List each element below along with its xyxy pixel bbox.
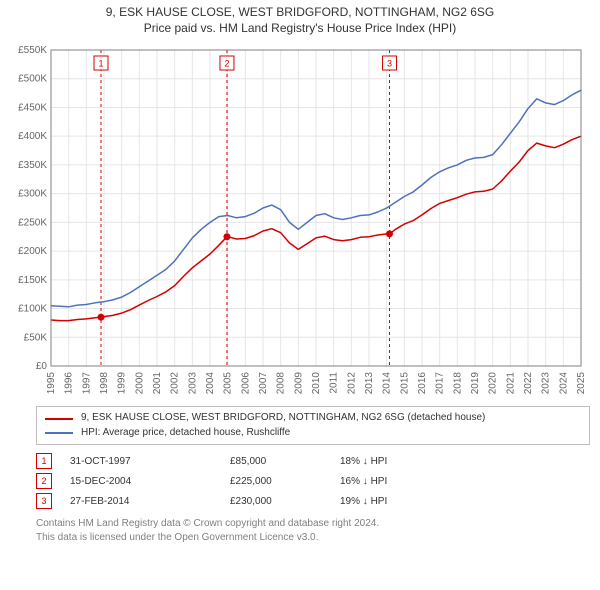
svg-text:2023: 2023	[541, 372, 552, 395]
svg-text:2017: 2017	[435, 372, 446, 395]
svg-text:2002: 2002	[170, 372, 181, 395]
svg-text:2006: 2006	[240, 372, 251, 395]
svg-text:2010: 2010	[311, 372, 322, 395]
svg-text:2007: 2007	[258, 372, 269, 395]
svg-text:2001: 2001	[152, 372, 163, 395]
title-sub: Price paid vs. HM Land Registry's House …	[0, 20, 600, 36]
event-marker-icon: 2	[36, 473, 52, 489]
svg-text:1999: 1999	[117, 372, 128, 395]
legend-label: 9, ESK HAUSE CLOSE, WEST BRIDGFORD, NOTT…	[81, 411, 485, 426]
svg-text:£50K: £50K	[24, 333, 48, 344]
svg-text:2021: 2021	[505, 372, 516, 395]
svg-text:2013: 2013	[364, 372, 375, 395]
footer-line: Contains HM Land Registry data © Crown c…	[36, 517, 590, 531]
event-marker-icon: 3	[36, 493, 52, 509]
svg-text:1996: 1996	[64, 372, 75, 395]
svg-text:2024: 2024	[558, 372, 569, 395]
title-block: 9, ESK HAUSE CLOSE, WEST BRIDGFORD, NOTT…	[0, 0, 600, 36]
event-vs-hpi: 19% ↓ HPI	[340, 496, 387, 507]
svg-text:1998: 1998	[99, 372, 110, 395]
root: 9, ESK HAUSE CLOSE, WEST BRIDGFORD, NOTT…	[0, 0, 600, 544]
legend-item: HPI: Average price, detached house, Rush…	[45, 426, 581, 441]
legend-label: HPI: Average price, detached house, Rush…	[81, 426, 290, 441]
event-row: 2 15-DEC-2004 £225,000 16% ↓ HPI	[36, 471, 590, 491]
events-table: 1 31-OCT-1997 £85,000 18% ↓ HPI 2 15-DEC…	[36, 451, 590, 511]
svg-text:2003: 2003	[187, 372, 198, 395]
price-chart: £0 £50K £100K £150K £200K £250K £300K £350K £400…	[5, 40, 595, 400]
event-price: £225,000	[230, 476, 340, 487]
event-date: 27-FEB-2014	[70, 496, 230, 507]
event-price: £85,000	[230, 456, 340, 467]
svg-text:3: 3	[387, 59, 392, 69]
svg-text:1: 1	[98, 59, 103, 69]
legend-swatch	[45, 432, 73, 434]
legend: 9, ESK HAUSE CLOSE, WEST BRIDGFORD, NOTT…	[36, 406, 590, 445]
footer-line: This data is licensed under the Open Gov…	[36, 531, 590, 545]
svg-text:2015: 2015	[399, 372, 410, 395]
svg-text:2022: 2022	[523, 372, 534, 395]
svg-text:£150K: £150K	[18, 275, 47, 286]
svg-text:2018: 2018	[452, 372, 463, 395]
svg-text:1995: 1995	[46, 372, 57, 395]
svg-text:2016: 2016	[417, 372, 428, 395]
svg-text:£400K: £400K	[18, 132, 47, 143]
title-main: 9, ESK HAUSE CLOSE, WEST BRIDGFORD, NOTT…	[0, 4, 600, 20]
svg-text:£100K: £100K	[18, 304, 47, 315]
svg-text:1997: 1997	[81, 372, 92, 395]
event-marker-icon: 1	[36, 453, 52, 469]
svg-text:£200K: £200K	[18, 246, 47, 257]
svg-text:£450K: £450K	[18, 103, 47, 114]
svg-text:£0: £0	[36, 361, 48, 372]
svg-text:£500K: £500K	[18, 74, 47, 85]
event-vs-hpi: 16% ↓ HPI	[340, 476, 387, 487]
svg-text:2012: 2012	[346, 372, 357, 395]
event-vs-hpi: 18% ↓ HPI	[340, 456, 387, 467]
svg-text:2025: 2025	[576, 372, 587, 395]
svg-text:2011: 2011	[329, 372, 340, 394]
svg-text:2009: 2009	[293, 372, 304, 395]
svg-text:2020: 2020	[488, 372, 499, 395]
event-row: 1 31-OCT-1997 £85,000 18% ↓ HPI	[36, 451, 590, 471]
svg-text:£250K: £250K	[18, 218, 47, 229]
svg-text:2008: 2008	[276, 372, 287, 395]
svg-text:2019: 2019	[470, 372, 481, 395]
svg-text:2014: 2014	[382, 372, 393, 395]
svg-text:2000: 2000	[134, 372, 145, 395]
svg-text:2004: 2004	[205, 372, 216, 395]
svg-text:£550K: £550K	[18, 45, 47, 56]
event-date: 31-OCT-1997	[70, 456, 230, 467]
svg-text:£300K: £300K	[18, 189, 47, 200]
footer-attribution: Contains HM Land Registry data © Crown c…	[36, 517, 590, 544]
event-date: 15-DEC-2004	[70, 476, 230, 487]
svg-text:2: 2	[224, 59, 229, 69]
event-price: £230,000	[230, 496, 340, 507]
legend-swatch	[45, 418, 73, 420]
event-row: 3 27-FEB-2014 £230,000 19% ↓ HPI	[36, 491, 590, 511]
legend-item: 9, ESK HAUSE CLOSE, WEST BRIDGFORD, NOTT…	[45, 411, 581, 426]
svg-text:2005: 2005	[223, 372, 234, 395]
svg-text:£350K: £350K	[18, 160, 47, 171]
